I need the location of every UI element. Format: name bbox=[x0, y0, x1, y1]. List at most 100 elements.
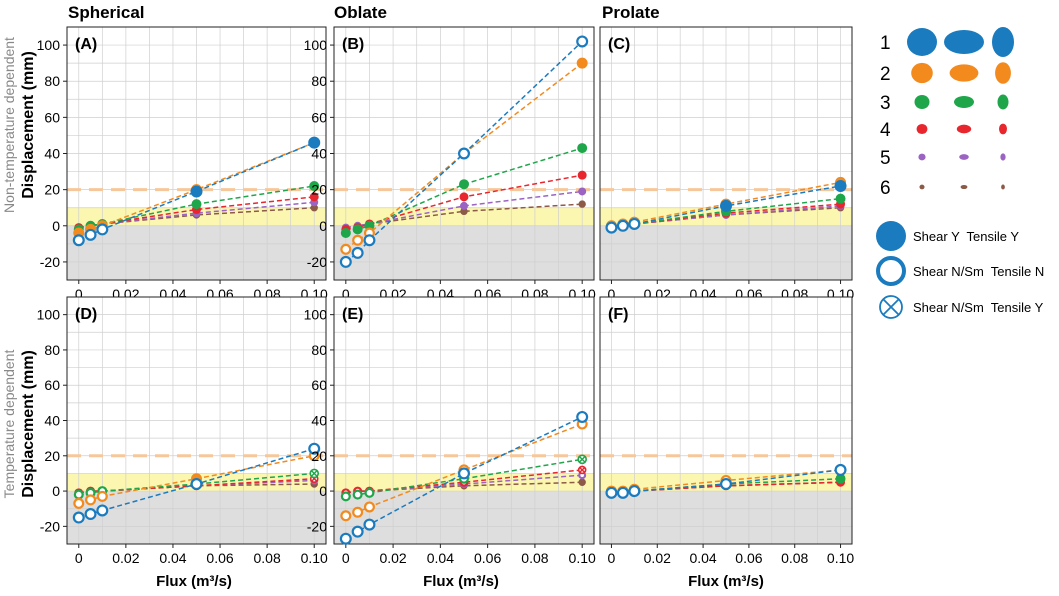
y-tick-label: 40 bbox=[44, 146, 60, 162]
y-tick-label: 80 bbox=[311, 342, 327, 358]
y-tick-label: 100 bbox=[304, 307, 328, 323]
x-tick-label: 0.10 bbox=[569, 550, 596, 566]
legend-prolate-shape bbox=[995, 62, 1011, 84]
data-point bbox=[351, 246, 364, 259]
y-tick-label: 40 bbox=[311, 413, 327, 429]
data-point bbox=[308, 136, 321, 149]
y-tick-label: 100 bbox=[37, 37, 61, 53]
data-point bbox=[364, 487, 375, 498]
series-5 bbox=[611, 205, 841, 227]
legend-filled-marker bbox=[876, 221, 906, 251]
data-point bbox=[96, 223, 109, 236]
data-point bbox=[458, 147, 471, 160]
legend-oblate-shape bbox=[954, 96, 974, 108]
data-point bbox=[73, 497, 85, 509]
data-point bbox=[577, 170, 587, 180]
data-point bbox=[363, 501, 375, 513]
x-tick-label: 0.04 bbox=[427, 550, 454, 566]
series-line bbox=[611, 477, 841, 492]
panel-label: (D) bbox=[75, 306, 97, 323]
data-point bbox=[352, 506, 364, 518]
series-line bbox=[611, 185, 841, 229]
y-tick-label: 80 bbox=[311, 73, 327, 89]
data-point bbox=[460, 201, 468, 210]
y-tick-label: 20 bbox=[44, 182, 60, 198]
x-tick-label: 0 bbox=[608, 286, 616, 302]
data-point bbox=[339, 532, 352, 545]
legend-size-label: 2 bbox=[880, 64, 891, 85]
data-point bbox=[576, 35, 589, 48]
panel-label: (E) bbox=[342, 306, 363, 323]
row-title-bottom: Temperature dependent bbox=[1, 350, 17, 499]
data-point bbox=[616, 486, 629, 499]
legend-marker-label: Shear N/Sm Tensile N bbox=[913, 264, 1044, 279]
data-point bbox=[616, 219, 629, 232]
y-tick-label: 60 bbox=[44, 109, 60, 125]
series-2 bbox=[611, 181, 841, 227]
data-point bbox=[309, 181, 320, 192]
legend-marker-filled: Shear Y Tensile Y bbox=[876, 221, 1019, 251]
legend-size-row-1: 1 bbox=[880, 27, 1014, 57]
data-point bbox=[605, 486, 618, 499]
y-tick-label: 20 bbox=[311, 448, 327, 464]
legend-oblate-shape bbox=[944, 30, 984, 54]
data-point bbox=[309, 192, 319, 202]
data-point bbox=[578, 200, 586, 208]
x-tick-label: 0 bbox=[75, 286, 83, 302]
x-tick-label: 0.08 bbox=[521, 550, 548, 566]
legend-marker-label: Shear Y Tensile Y bbox=[913, 229, 1019, 244]
series-4 bbox=[611, 481, 841, 492]
data-point bbox=[578, 478, 586, 486]
legend-size-row-2: 2 bbox=[880, 62, 1011, 85]
data-point bbox=[577, 454, 587, 465]
legend-oblate-shape bbox=[960, 184, 968, 190]
legend-size-label: 4 bbox=[880, 120, 891, 141]
series-line bbox=[611, 469, 841, 492]
data-point bbox=[340, 491, 351, 502]
x-tick-label: 0 bbox=[75, 550, 83, 566]
data-point bbox=[340, 228, 351, 239]
data-point bbox=[605, 221, 618, 234]
data-point bbox=[72, 511, 85, 524]
legend-prolate-shape bbox=[1000, 153, 1006, 161]
legend-spherical-shape bbox=[907, 28, 937, 56]
x-tick-label: 0.04 bbox=[159, 550, 186, 566]
legend-prolate-shape bbox=[992, 27, 1014, 57]
series-1 bbox=[611, 469, 841, 494]
panel-label: (B) bbox=[342, 36, 364, 53]
column-title-spherical: Spherical bbox=[68, 3, 145, 22]
data-point bbox=[352, 224, 363, 235]
x-tick-label: 0.06 bbox=[735, 550, 762, 566]
data-point bbox=[363, 234, 376, 247]
x-tick-label: 0.02 bbox=[644, 550, 671, 566]
x-tick-label: 0 bbox=[608, 550, 616, 566]
y-tick-label: 20 bbox=[44, 448, 60, 464]
data-point bbox=[719, 478, 732, 491]
legend-size-row-3: 3 bbox=[880, 93, 1009, 114]
legend-size-row-5: 5 bbox=[880, 148, 1006, 169]
data-point bbox=[363, 518, 376, 531]
legend-oblate-shape bbox=[959, 154, 969, 160]
y-tick-label: 60 bbox=[311, 109, 327, 125]
data-point bbox=[834, 463, 847, 476]
legend-spherical-shape bbox=[919, 184, 925, 190]
data-point bbox=[73, 489, 84, 500]
legend-hollow-marker bbox=[876, 256, 906, 286]
series-line bbox=[611, 203, 841, 227]
y-tick-label: 80 bbox=[44, 342, 60, 358]
x-tick-label: 0.10 bbox=[827, 550, 854, 566]
x-tick-label: 0 bbox=[342, 286, 350, 302]
plot-frame bbox=[599, 296, 853, 545]
x-tick-label: 0.10 bbox=[301, 550, 328, 566]
y-tick-label: 80 bbox=[44, 73, 60, 89]
y-tick-label: 0 bbox=[52, 218, 60, 234]
series-line bbox=[611, 181, 841, 227]
data-point bbox=[352, 489, 363, 500]
data-point bbox=[628, 485, 641, 498]
y-tick-label: -20 bbox=[40, 254, 60, 270]
y-tick-label: -20 bbox=[307, 518, 327, 534]
x-axis-label-e: Flux (m³/s) bbox=[423, 573, 499, 590]
x-tick-label: 0.04 bbox=[689, 550, 716, 566]
series-4 bbox=[611, 203, 841, 227]
y-tick-label: 40 bbox=[44, 413, 60, 429]
